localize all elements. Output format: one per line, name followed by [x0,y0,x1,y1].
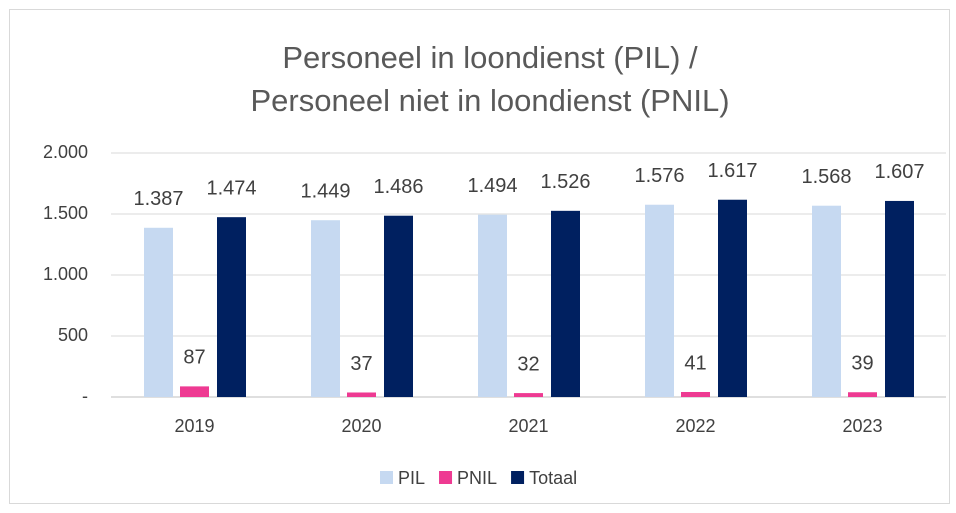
legend-label: PIL [398,468,425,488]
legend-swatch [439,471,453,484]
bar [478,214,507,397]
bar [551,210,580,397]
data-label: 37 [350,353,372,375]
data-label: 1.576 [634,165,684,187]
y-tick-label: 1.500 [43,203,88,223]
chart-title: Personeel in loondienst (PIL) / [282,40,698,75]
legend-label: PNIL [457,468,497,488]
legend-label: Totaal [529,468,577,488]
data-label: 1.607 [874,161,924,183]
data-label: 1.449 [300,181,350,203]
legend-swatch [380,471,393,484]
bar [718,199,747,397]
data-label: 1.387 [133,188,183,210]
bar [848,392,877,397]
data-label: 1.474 [206,177,256,199]
y-tick-label: 1.000 [43,264,88,284]
data-label: 1.568 [801,166,851,188]
bar [812,205,841,397]
data-label: 1.526 [540,171,590,193]
bar [514,393,543,397]
data-label: 1.494 [467,175,517,197]
bar [645,204,674,397]
bar [144,227,173,397]
data-label: 39 [851,353,873,375]
legend-swatch [511,471,525,484]
bar [180,386,209,397]
y-tick-label: 2.000 [43,142,88,162]
data-label: 87 [183,347,205,369]
data-label: 32 [517,353,539,375]
data-label: 1.617 [707,160,757,182]
y-tick-label: - [82,386,88,406]
data-label: 41 [684,352,706,374]
x-tick-label: 2022 [675,416,715,436]
bar [885,200,914,397]
bar [217,217,246,397]
x-tick-label: 2023 [842,416,882,436]
chart-title: Personeel niet in loondienst (PNIL) [250,83,729,118]
x-tick-label: 2020 [341,416,381,436]
bar [681,391,710,397]
x-tick-label: 2021 [508,416,548,436]
x-tick-label: 2019 [174,416,214,436]
bar [311,220,340,397]
bar [347,392,376,397]
data-label: 1.486 [373,176,423,198]
bar [384,215,413,397]
y-tick-label: 500 [58,325,88,345]
